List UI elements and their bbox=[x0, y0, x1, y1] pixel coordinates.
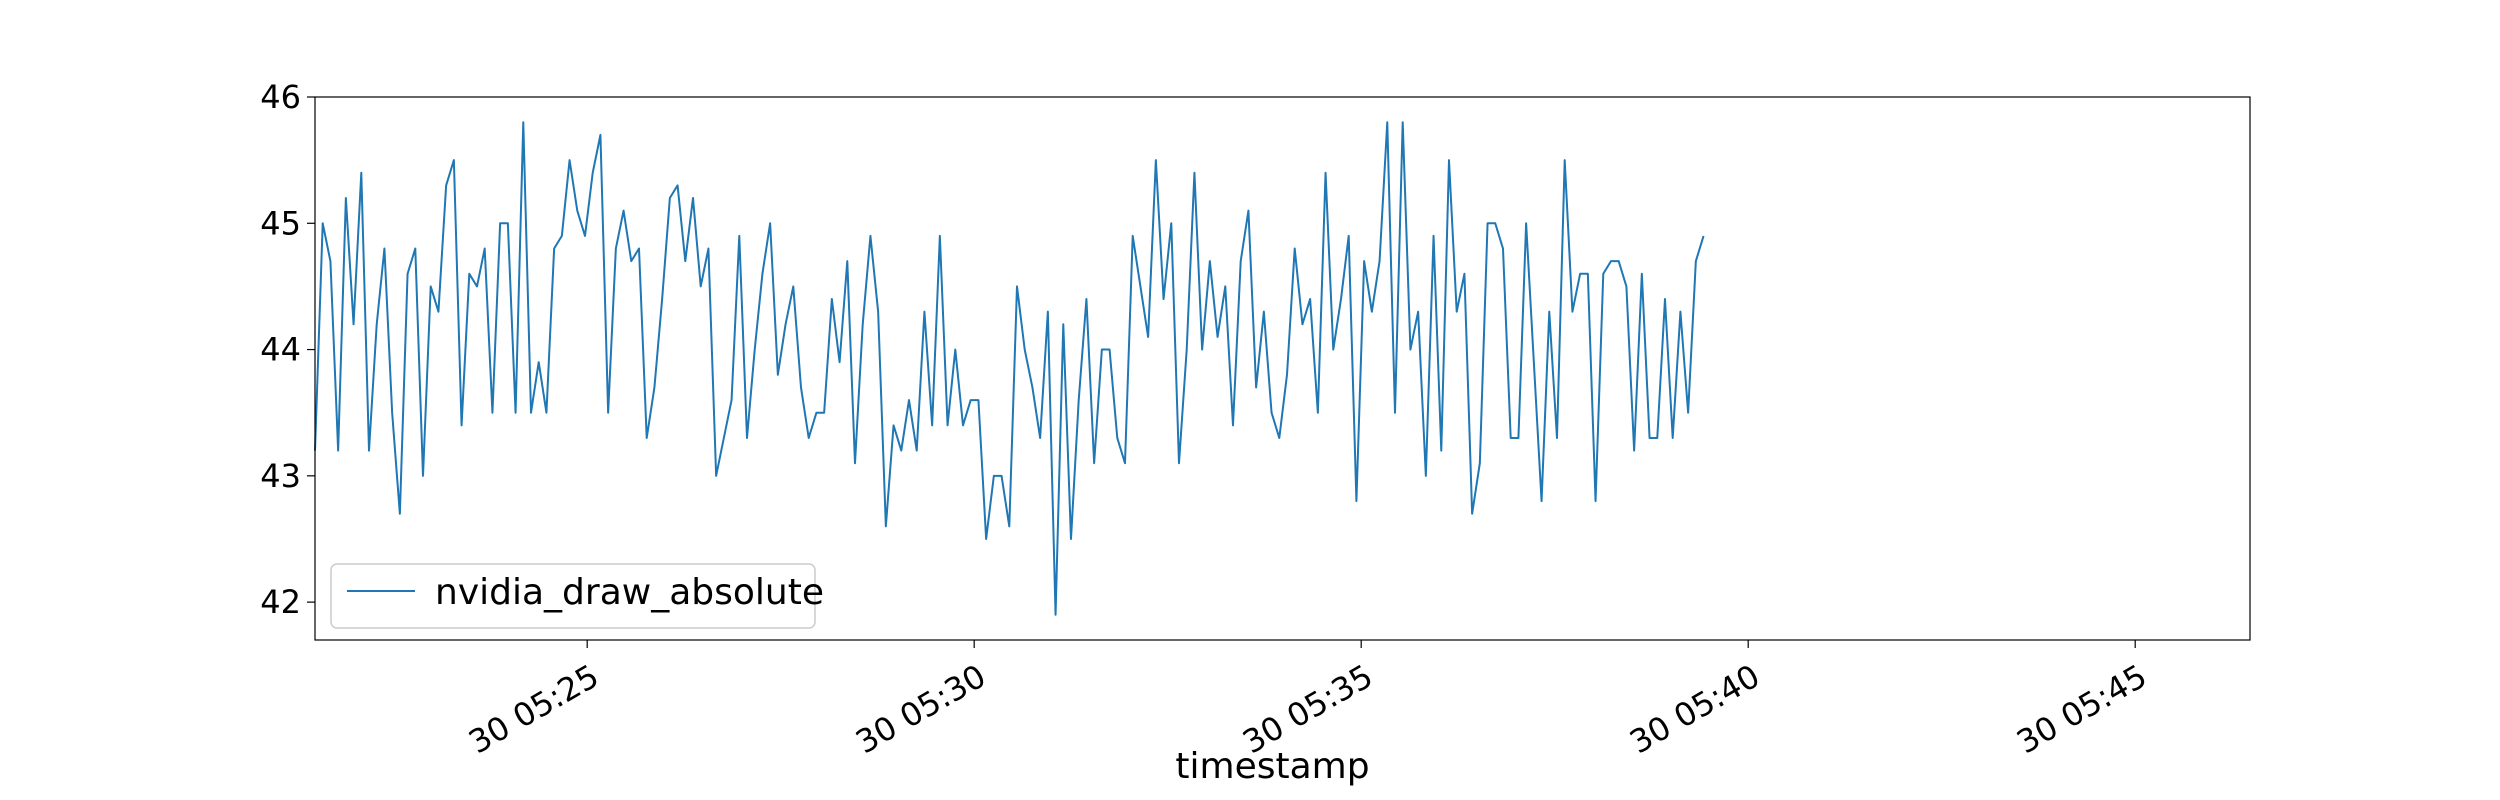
x-tick-label: 30 05:30 bbox=[849, 657, 992, 761]
legend: nvidia_draw_absolute bbox=[330, 563, 824, 629]
y-tick-label: 46 bbox=[260, 78, 301, 116]
plot-area bbox=[314, 121, 1705, 616]
x-tick-label: 30 05:25 bbox=[462, 657, 605, 761]
x-tick-label: 30 05:45 bbox=[2010, 657, 2153, 761]
x-tick-label: 30 05:40 bbox=[1623, 657, 1766, 761]
legend-label: nvidia_draw_absolute bbox=[435, 572, 824, 613]
plot-frame bbox=[314, 96, 2251, 641]
y-tick-label: 43 bbox=[260, 457, 301, 495]
y-axis: 42 43 44 45 46 bbox=[260, 78, 315, 621]
series-line-nvidia_draw_absolute bbox=[314, 121, 1705, 616]
x-axis-label: timestamp bbox=[1175, 746, 1369, 787]
y-tick-label: 42 bbox=[260, 583, 301, 621]
y-tick-label: 44 bbox=[260, 331, 301, 369]
x-axis: 30 05:25 30 05:30 30 05:35 30 05:40 30 05:45 bbox=[462, 640, 2153, 761]
y-tick-label: 45 bbox=[260, 204, 301, 242]
legend-box bbox=[330, 563, 816, 629]
